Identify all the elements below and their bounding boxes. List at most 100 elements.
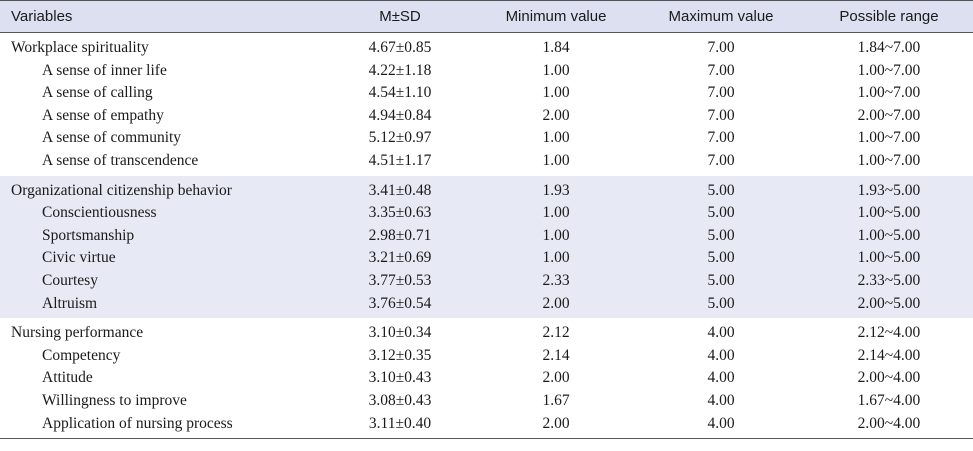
mean-sd: 3.10±0.34 bbox=[368, 324, 432, 342]
maximum-value: 7.00 bbox=[707, 39, 735, 56]
variable-name: Altruism bbox=[42, 294, 98, 312]
minimum-value: 2.00 bbox=[542, 106, 570, 124]
variable-group: Nursing performance 3.10±0.34 2.12 4.00 2.12… bbox=[0, 318, 973, 440]
mean-sd: 3.10±0.43 bbox=[368, 369, 432, 387]
minimum-value: 2.00 bbox=[542, 414, 570, 432]
mean-sd: 3.76±0.54 bbox=[368, 294, 432, 312]
variable-name: A sense of community bbox=[42, 129, 182, 147]
minimum-value: 2.14 bbox=[542, 346, 570, 364]
table-row: Sportsmanship 2.98±0.71 1.00 5.00 1.00~5.00 bbox=[0, 225, 973, 248]
minimum-value: 1.00 bbox=[542, 84, 570, 102]
minimum-value: 1.93 bbox=[542, 181, 570, 199]
possible-range: 2.00~5.00 bbox=[857, 294, 921, 312]
table-row: A sense of inner life 4.22±1.18 1.00 7.00 1.… bbox=[0, 60, 973, 83]
maximum-value: 5.00 bbox=[707, 181, 735, 199]
possible-range: 2.33~5.00 bbox=[857, 271, 921, 289]
table-row: A sense of community 5.12±0.97 1.00 7.00 1.0… bbox=[0, 127, 973, 150]
maximum-value: 4.00 bbox=[707, 391, 735, 409]
maximum-value: 7.00 bbox=[707, 106, 735, 124]
variable-name: Civic virtue bbox=[42, 249, 116, 267]
possible-range: 1.84~7.00 bbox=[857, 39, 921, 56]
variable-name: A sense of inner life bbox=[42, 61, 167, 79]
header-minimum: Minimum value bbox=[505, 8, 607, 25]
possible-range: 1.00~5.00 bbox=[857, 249, 921, 267]
table-row: Competency 3.12±0.35 2.14 4.00 2.14~4.00 bbox=[0, 345, 973, 368]
table-row: Nursing performance 3.10±0.34 2.12 4.00 2.12… bbox=[0, 322, 973, 345]
minimum-value: 2.12 bbox=[542, 324, 570, 342]
minimum-value: 1.67 bbox=[542, 391, 570, 409]
header-range: Possible range bbox=[839, 8, 939, 25]
variable-name: A sense of empathy bbox=[42, 106, 164, 124]
maximum-value: 7.00 bbox=[707, 84, 735, 102]
mean-sd: 3.08±0.43 bbox=[368, 391, 432, 409]
maximum-value: 4.00 bbox=[707, 346, 735, 364]
mean-sd: 3.35±0.63 bbox=[368, 204, 432, 222]
possible-range: 1.00~7.00 bbox=[857, 84, 921, 102]
mean-sd: 4.54±1.10 bbox=[368, 84, 432, 102]
table-row: A sense of transcendence 4.51±1.17 1.00 7.0… bbox=[0, 150, 973, 173]
maximum-value: 5.00 bbox=[707, 226, 735, 244]
table-row: Courtesy 3.77±0.53 2.33 5.00 2.33~5.00 bbox=[0, 270, 973, 293]
maximum-value: 5.00 bbox=[707, 204, 735, 222]
possible-range: 1.00~5.00 bbox=[857, 226, 921, 244]
maximum-value: 4.00 bbox=[707, 369, 735, 387]
minimum-value: 2.00 bbox=[542, 369, 570, 387]
mean-sd: 5.12±0.97 bbox=[368, 129, 432, 147]
table-row: Altruism 3.76±0.54 2.00 5.00 2.00~5.00 bbox=[0, 293, 973, 316]
table-row: Workplace spirituality 4.67±0.85 1.84 7.00 1… bbox=[0, 37, 973, 60]
variable-group: Workplace spirituality 4.67±0.85 1.84 7.00 1… bbox=[0, 33, 973, 176]
variable-name: A sense of transcendence bbox=[42, 151, 199, 169]
minimum-value: 1.00 bbox=[542, 226, 570, 244]
mean-sd: 4.94±0.84 bbox=[368, 106, 432, 124]
mean-sd: 3.21±0.69 bbox=[368, 249, 432, 267]
variable-name: Workplace spirituality bbox=[11, 39, 149, 56]
minimum-value: 1.00 bbox=[542, 129, 570, 147]
table-row: Conscientiousness 3.35±0.63 1.00 5.00 1.00~5… bbox=[0, 202, 973, 225]
variable-name: Sportsmanship bbox=[42, 226, 135, 244]
maximum-value: 5.00 bbox=[707, 271, 735, 289]
possible-range: 1.00~7.00 bbox=[857, 129, 921, 147]
variable-name: Application of nursing process bbox=[42, 414, 233, 432]
header-maximum: Maximum value bbox=[668, 8, 774, 25]
mean-sd: 3.41±0.48 bbox=[368, 181, 432, 199]
minimum-value: 1.84 bbox=[542, 39, 570, 56]
minimum-value: 2.00 bbox=[542, 294, 570, 312]
maximum-value: 7.00 bbox=[707, 129, 735, 147]
minimum-value: 1.00 bbox=[542, 204, 570, 222]
mean-sd: 2.98±0.71 bbox=[368, 226, 432, 244]
possible-range: 1.93~5.00 bbox=[857, 181, 921, 199]
minimum-value: 1.00 bbox=[542, 61, 570, 79]
table-row: A sense of calling 4.54±1.10 1.00 7.00 1.00~… bbox=[0, 82, 973, 105]
minimum-value: 2.33 bbox=[542, 271, 570, 289]
table-row: Willingness to improve 3.08±0.43 1.67 4.00 1… bbox=[0, 390, 973, 413]
table-row: Attitude 3.10±0.43 2.00 4.00 2.00~4.00 bbox=[0, 367, 973, 390]
table-row: Application of nursing process 3.11±0.40 2… bbox=[0, 413, 973, 436]
table-body: Workplace spirituality 4.67±0.85 1.84 7.00 1… bbox=[0, 33, 973, 440]
mean-sd: 4.51±1.17 bbox=[368, 151, 432, 169]
table-header: Variables M±SD Minimum value Maximum val… bbox=[0, 0, 973, 33]
possible-range: 1.00~7.00 bbox=[857, 61, 921, 79]
minimum-value: 1.00 bbox=[542, 249, 570, 267]
possible-range: 2.00~4.00 bbox=[857, 369, 921, 387]
possible-range: 2.14~4.00 bbox=[857, 346, 921, 364]
mean-sd: 4.67±0.85 bbox=[368, 39, 432, 56]
possible-range: 1.00~5.00 bbox=[857, 204, 921, 222]
variable-name: Organizational citizenship behavior bbox=[11, 181, 232, 199]
variable-name: Nursing performance bbox=[11, 324, 144, 342]
variable-name: Conscientiousness bbox=[42, 204, 157, 222]
table-row: Civic virtue 3.21±0.69 1.00 5.00 1.00~5.00 bbox=[0, 247, 973, 270]
possible-range: 1.00~7.00 bbox=[857, 151, 921, 169]
variable-name: Willingness to improve bbox=[42, 391, 187, 409]
variable-name: A sense of calling bbox=[42, 84, 153, 102]
mean-sd: 3.11±0.40 bbox=[368, 414, 432, 432]
maximum-value: 5.00 bbox=[707, 249, 735, 267]
statistics-table: Variables M±SD Minimum value Maximum val… bbox=[0, 0, 973, 440]
header-variables: Variables bbox=[11, 8, 73, 25]
variable-name: Competency bbox=[42, 346, 121, 364]
possible-range: 1.67~4.00 bbox=[857, 391, 921, 409]
table-row: A sense of empathy 4.94±0.84 2.00 7.00 2.00~… bbox=[0, 105, 973, 128]
variable-name: Attitude bbox=[42, 369, 93, 387]
possible-range: 2.12~4.00 bbox=[857, 324, 921, 342]
variable-name: Courtesy bbox=[42, 271, 98, 289]
maximum-value: 5.00 bbox=[707, 294, 735, 312]
